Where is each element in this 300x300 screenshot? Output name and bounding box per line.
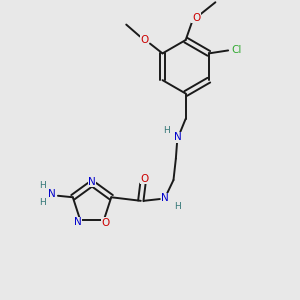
Text: H: H [39, 198, 46, 207]
Text: H: H [39, 182, 46, 190]
Text: N: N [174, 132, 182, 142]
Text: N: N [88, 177, 96, 187]
Text: N: N [161, 194, 169, 203]
Text: O: O [192, 13, 200, 23]
Text: O: O [140, 35, 149, 45]
Text: H: H [174, 202, 181, 211]
Text: O: O [101, 218, 110, 228]
Text: N: N [47, 189, 55, 199]
Text: H: H [164, 126, 170, 135]
Text: N: N [74, 217, 82, 227]
Text: O: O [140, 173, 148, 184]
Text: Cl: Cl [231, 45, 242, 56]
